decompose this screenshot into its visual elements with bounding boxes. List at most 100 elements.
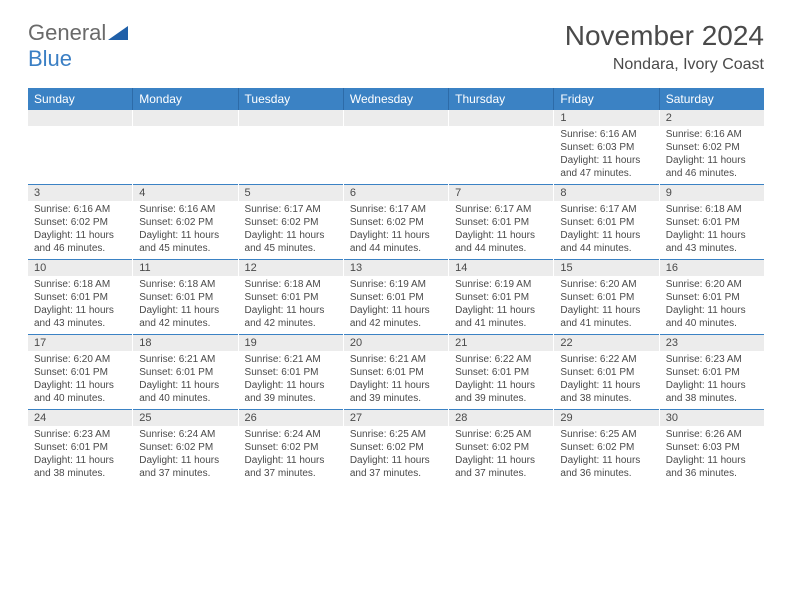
detail-cell: Sunrise: 6:18 AMSunset: 6:01 PMDaylight:…: [28, 276, 133, 335]
detail-line: Daylight: 11 hours: [455, 229, 547, 242]
detail-line: and 37 minutes.: [455, 467, 547, 480]
date-cell: [133, 110, 238, 126]
detail-cell: Sunrise: 6:25 AMSunset: 6:02 PMDaylight:…: [343, 426, 448, 484]
detail-line: Sunset: 6:02 PM: [666, 141, 758, 154]
detail-line: Sunrise: 6:18 AM: [245, 278, 337, 291]
detail-line: Sunrise: 6:24 AM: [139, 428, 231, 441]
detail-cell: Sunrise: 6:18 AMSunset: 6:01 PMDaylight:…: [659, 201, 764, 260]
detail-line: and 44 minutes.: [455, 242, 547, 255]
detail-line: Daylight: 11 hours: [350, 304, 442, 317]
detail-line: Sunset: 6:01 PM: [139, 366, 231, 379]
date-cell: 17: [28, 335, 133, 351]
detail-line: and 38 minutes.: [560, 392, 652, 405]
detail-line: Daylight: 11 hours: [666, 154, 758, 167]
detail-line: Daylight: 11 hours: [34, 304, 126, 317]
detail-line: Sunrise: 6:22 AM: [455, 353, 547, 366]
detail-line: Sunset: 6:02 PM: [350, 441, 442, 454]
detail-line: Sunset: 6:01 PM: [666, 291, 758, 304]
detail-line: Sunrise: 6:21 AM: [350, 353, 442, 366]
detail-line: Sunrise: 6:23 AM: [666, 353, 758, 366]
detail-cell: Sunrise: 6:18 AMSunset: 6:01 PMDaylight:…: [133, 276, 238, 335]
detail-line: and 36 minutes.: [666, 467, 758, 480]
detail-line: and 40 minutes.: [666, 317, 758, 330]
logo-text-general: General: [28, 20, 106, 45]
date-cell: 11: [133, 260, 238, 276]
detail-line: Sunrise: 6:22 AM: [560, 353, 652, 366]
date-cell: [449, 110, 554, 126]
logo-text: General Blue: [28, 20, 128, 72]
day-header: Wednesday: [343, 88, 448, 110]
detail-line: Sunrise: 6:17 AM: [455, 203, 547, 216]
detail-cell: Sunrise: 6:21 AMSunset: 6:01 PMDaylight:…: [343, 351, 448, 410]
detail-line: Sunrise: 6:16 AM: [666, 128, 758, 141]
detail-line: Daylight: 11 hours: [34, 379, 126, 392]
detail-line: and 38 minutes.: [666, 392, 758, 405]
detail-line: Sunrise: 6:25 AM: [560, 428, 652, 441]
detail-line: Sunset: 6:01 PM: [455, 366, 547, 379]
detail-line: Daylight: 11 hours: [139, 304, 231, 317]
date-cell: 14: [449, 260, 554, 276]
detail-line: Sunset: 6:01 PM: [455, 291, 547, 304]
detail-line: Sunrise: 6:17 AM: [350, 203, 442, 216]
detail-cell: [238, 126, 343, 185]
detail-line: Sunset: 6:02 PM: [245, 441, 337, 454]
location: Nondara, Ivory Coast: [565, 56, 764, 74]
detail-line: Daylight: 11 hours: [245, 229, 337, 242]
date-cell: 10: [28, 260, 133, 276]
detail-cell: [343, 126, 448, 185]
date-cell: 24: [28, 410, 133, 426]
detail-line: and 42 minutes.: [245, 317, 337, 330]
detail-line: Sunset: 6:02 PM: [245, 216, 337, 229]
detail-line: Daylight: 11 hours: [245, 304, 337, 317]
date-row: 10111213141516: [28, 260, 764, 276]
detail-cell: Sunrise: 6:16 AMSunset: 6:02 PMDaylight:…: [133, 201, 238, 260]
detail-line: Sunset: 6:02 PM: [560, 441, 652, 454]
detail-line: Sunrise: 6:18 AM: [666, 203, 758, 216]
date-row: 24252627282930: [28, 410, 764, 426]
detail-line: Sunrise: 6:21 AM: [139, 353, 231, 366]
detail-line: Daylight: 11 hours: [34, 229, 126, 242]
detail-line: Sunset: 6:01 PM: [139, 291, 231, 304]
detail-line: Sunrise: 6:25 AM: [455, 428, 547, 441]
detail-line: Daylight: 11 hours: [350, 379, 442, 392]
detail-cell: Sunrise: 6:21 AMSunset: 6:01 PMDaylight:…: [238, 351, 343, 410]
detail-line: Sunset: 6:01 PM: [350, 291, 442, 304]
detail-line: Sunrise: 6:19 AM: [455, 278, 547, 291]
date-cell: 20: [343, 335, 448, 351]
detail-line: and 42 minutes.: [350, 317, 442, 330]
date-cell: 27: [343, 410, 448, 426]
detail-line: and 36 minutes.: [560, 467, 652, 480]
detail-line: and 44 minutes.: [560, 242, 652, 255]
detail-line: Daylight: 11 hours: [139, 229, 231, 242]
date-cell: [343, 110, 448, 126]
detail-line: and 37 minutes.: [139, 467, 231, 480]
detail-line: Daylight: 11 hours: [139, 454, 231, 467]
detail-line: Sunset: 6:03 PM: [560, 141, 652, 154]
detail-line: and 39 minutes.: [245, 392, 337, 405]
detail-line: Sunrise: 6:18 AM: [34, 278, 126, 291]
detail-line: and 43 minutes.: [34, 317, 126, 330]
date-cell: 30: [659, 410, 764, 426]
detail-line: Daylight: 11 hours: [350, 454, 442, 467]
detail-line: Sunset: 6:01 PM: [560, 366, 652, 379]
detail-line: Sunrise: 6:24 AM: [245, 428, 337, 441]
date-cell: 29: [554, 410, 659, 426]
date-cell: 15: [554, 260, 659, 276]
detail-line: Sunrise: 6:17 AM: [245, 203, 337, 216]
day-header: Friday: [554, 88, 659, 110]
detail-line: Daylight: 11 hours: [350, 229, 442, 242]
detail-cell: [449, 126, 554, 185]
detail-line: Daylight: 11 hours: [560, 229, 652, 242]
date-row: 3456789: [28, 185, 764, 201]
detail-cell: Sunrise: 6:20 AMSunset: 6:01 PMDaylight:…: [554, 276, 659, 335]
detail-line: Sunrise: 6:18 AM: [139, 278, 231, 291]
detail-line: Daylight: 11 hours: [139, 379, 231, 392]
date-cell: 21: [449, 335, 554, 351]
date-cell: 25: [133, 410, 238, 426]
detail-cell: Sunrise: 6:21 AMSunset: 6:01 PMDaylight:…: [133, 351, 238, 410]
detail-line: and 43 minutes.: [666, 242, 758, 255]
detail-line: Sunrise: 6:21 AM: [245, 353, 337, 366]
detail-line: Sunrise: 6:20 AM: [560, 278, 652, 291]
date-cell: 6: [343, 185, 448, 201]
date-row: 12: [28, 110, 764, 126]
